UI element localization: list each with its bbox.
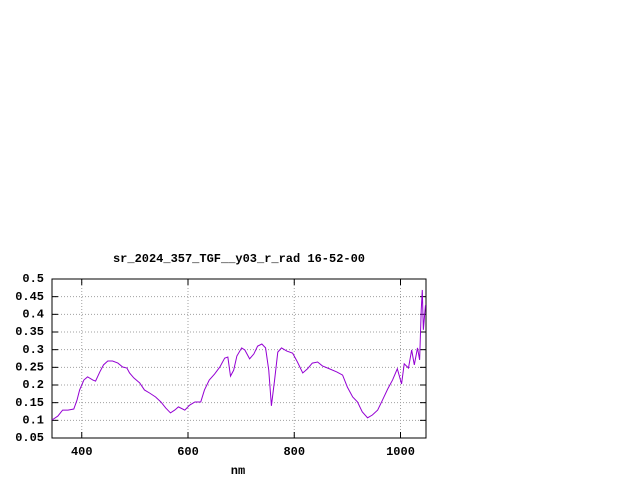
y-tick-label: 0.3 xyxy=(22,343,44,357)
y-tick-label: 0.1 xyxy=(22,414,44,428)
x-tick-label: 600 xyxy=(177,445,199,459)
y-tick-label: 0.15 xyxy=(15,396,44,410)
x-tick-label: 1000 xyxy=(386,445,415,459)
y-tick-label: 0.4 xyxy=(22,308,44,322)
x-tick-label: 800 xyxy=(283,445,305,459)
y-tick-label: 0.2 xyxy=(22,378,44,392)
y-tick-label: 0.35 xyxy=(15,325,44,339)
data-line xyxy=(51,289,426,421)
chart-title: sr_2024_357_TGF__y03_r_rad 16-52-00 xyxy=(113,252,365,266)
y-tick-label: 0.05 xyxy=(15,431,44,445)
x-tick-label: 400 xyxy=(71,445,93,459)
y-tick-label: 0.25 xyxy=(15,361,44,375)
y-tick-label: 0.5 xyxy=(22,272,44,286)
plot-border xyxy=(51,278,427,439)
y-tick-label: 0.45 xyxy=(15,290,44,304)
x-axis-label: nm xyxy=(231,464,245,478)
